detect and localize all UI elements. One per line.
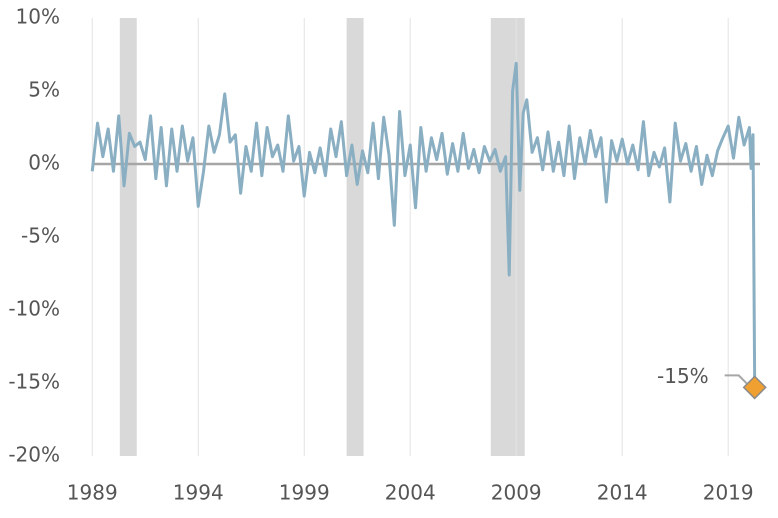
x-tick-label: 2014 xyxy=(597,481,648,505)
x-tick-label: 1994 xyxy=(173,481,224,505)
highlight-marker xyxy=(742,375,767,400)
y-tick-label: 5% xyxy=(28,78,60,102)
y-tick-label: -15% xyxy=(8,370,60,394)
x-tick-label: 2009 xyxy=(491,481,542,505)
x-tick-label: 2019 xyxy=(703,481,754,505)
x-tick-label: 2004 xyxy=(385,481,436,505)
x-tick-label: 1989 xyxy=(67,481,118,505)
annotation-leader xyxy=(724,374,748,385)
y-tick-label: -10% xyxy=(8,297,60,321)
y-tick-label: 0% xyxy=(28,151,60,175)
recession-band xyxy=(119,18,137,456)
series-line xyxy=(90,61,757,388)
annotation-label: -15% xyxy=(657,364,709,388)
y-tick-label: 10% xyxy=(16,5,60,29)
recession-band xyxy=(346,18,364,456)
y-tick-label: -20% xyxy=(8,443,60,467)
y-tick-label: -5% xyxy=(21,224,60,248)
x-tick-label: 1999 xyxy=(279,481,330,505)
